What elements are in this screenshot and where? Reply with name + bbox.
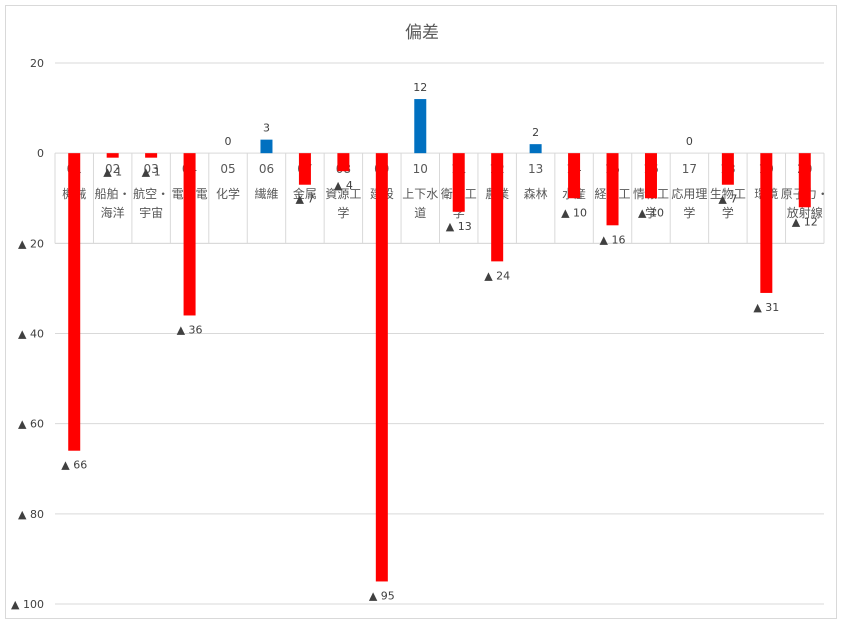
data-label: ▲ 7 (295, 193, 314, 206)
data-label: ▲ 1 (103, 166, 122, 179)
category-code: 02 (105, 162, 120, 176)
category-labels: 01機械02船舶・海洋03航空・宇宙04電気電子05化学06繊維07金属08資源… (62, 162, 829, 220)
chart-title: 偏差 (405, 23, 439, 43)
category-name: 金属 (293, 186, 317, 201)
bar (568, 153, 581, 199)
data-label: 0 (225, 135, 232, 148)
data-label: ▲ 66 (61, 459, 87, 472)
bar (183, 153, 196, 316)
bar (606, 153, 619, 226)
category-axis (54, 153, 825, 244)
data-label: 2 (532, 126, 539, 139)
bar (644, 153, 657, 199)
data-label: ▲ 12 (792, 215, 818, 228)
category-name: 上下水道 (402, 187, 438, 220)
category-name-line: 海洋 (101, 205, 125, 220)
bar (337, 153, 350, 172)
category-name: 船舶・海洋 (95, 186, 131, 220)
bars (68, 99, 811, 582)
category-name-line: 金属 (293, 186, 317, 201)
data-label: ▲ 95 (369, 589, 395, 602)
category-code: 05 (220, 162, 235, 176)
category-name-line: 道 (414, 206, 426, 220)
data-label: ▲ 4 (334, 179, 353, 192)
bar (106, 153, 119, 158)
data-label: ▲ 16 (600, 233, 626, 246)
data-label: ▲ 31 (753, 301, 779, 314)
data-label: ▲ 10 (561, 206, 587, 219)
category-name: 化学 (216, 186, 240, 201)
category-name: 森林 (524, 186, 548, 201)
category-name-line: 宇宙 (139, 205, 163, 220)
y-tick-label: ▲ 60 (18, 418, 44, 431)
bar (760, 153, 773, 293)
bar (721, 153, 734, 185)
gridlines (55, 62, 824, 605)
category-name: 資源工学 (325, 187, 361, 220)
category-name-line: 森林 (524, 186, 548, 201)
bar (452, 153, 465, 212)
bar (529, 144, 542, 154)
bar (145, 153, 158, 158)
category-code: 06 (259, 162, 274, 176)
y-tick-label: ▲ 100 (11, 598, 44, 611)
category-name-line: 学 (337, 205, 349, 220)
category-name: 原子力・放射線 (781, 187, 829, 220)
y-tick-label: 0 (37, 147, 44, 160)
data-label: ▲ 1 (142, 166, 161, 179)
data-label: 0 (686, 135, 693, 148)
bar (491, 153, 504, 262)
data-label: 12 (413, 81, 427, 94)
y-tick-label: ▲ 80 (18, 508, 44, 521)
data-label: ▲ 36 (177, 323, 203, 336)
y-tick-label: ▲ 20 (18, 237, 44, 250)
category-name-line: 資源工 (325, 187, 361, 201)
y-tick-label: 20 (30, 57, 44, 70)
category-name-line: 学 (683, 205, 695, 220)
bar (414, 99, 427, 154)
bar (68, 153, 81, 451)
data-label: ▲ 24 (484, 269, 510, 282)
category-name: 生物工学 (710, 187, 746, 220)
category-name-line: 放射線 (787, 205, 823, 220)
category-code: 10 (413, 162, 428, 176)
data-label: ▲ 13 (446, 220, 472, 233)
data-label: ▲ 10 (638, 206, 664, 219)
data-label: 3 (263, 122, 270, 135)
category-name-line: 化学 (216, 186, 240, 201)
data-label: ▲ 7 (718, 193, 737, 206)
category-name-line: 船舶・ (95, 186, 131, 201)
category-name-line: 繊維 (254, 187, 278, 201)
category-name: 応用理学 (671, 187, 707, 220)
category-name: 航空・宇宙 (133, 186, 169, 220)
category-code: 13 (528, 162, 543, 176)
y-tick-label: ▲ 40 (18, 328, 44, 341)
category-name-line: 生物工 (710, 187, 746, 201)
y-axis: 20 0 ▲ 20 ▲ 40 ▲ 60 ▲ 80 ▲ 100 (11, 57, 44, 611)
bar (260, 139, 273, 154)
category-name-line: 応用理 (671, 187, 707, 201)
category-name: 繊維 (254, 187, 278, 201)
category-code: 17 (682, 162, 697, 176)
category-name-line: 学 (645, 205, 657, 220)
bar (798, 153, 811, 208)
bar (298, 153, 311, 185)
category-name-line: 上下水 (402, 187, 438, 201)
bar (375, 153, 388, 582)
category-name-line: 航空・ (133, 186, 169, 201)
category-name-line: 学 (722, 205, 734, 220)
category-code: 03 (143, 162, 158, 176)
